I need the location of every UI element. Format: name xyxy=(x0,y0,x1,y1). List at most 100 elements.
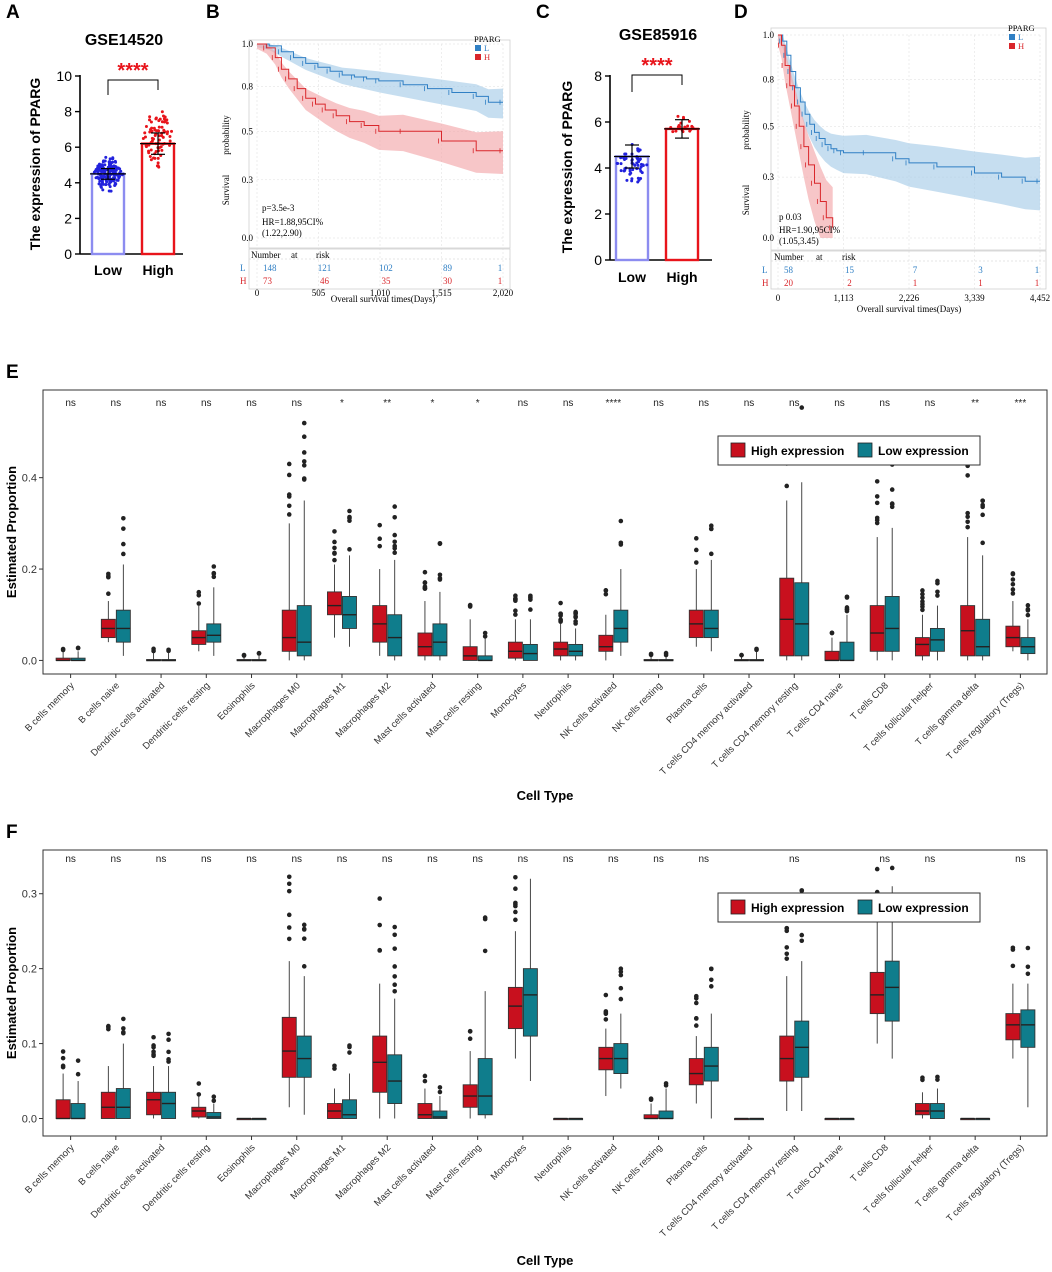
panel-e-outlier xyxy=(392,545,398,551)
panel-e-box-high xyxy=(327,591,342,616)
panel-f-box-low xyxy=(522,968,538,1037)
panel-a-ytick-label: 6 xyxy=(64,139,72,155)
panel-f-xtick-label: T cells CD4 memory activated xyxy=(658,1142,755,1239)
panel-f-outlier xyxy=(889,865,895,871)
panel-f-ytick-label: 0.3 xyxy=(22,889,37,901)
panel-c-ytick-label: 4 xyxy=(594,160,602,176)
panel-c-letter: C xyxy=(536,2,550,23)
panel-e-significance: ns xyxy=(156,398,167,409)
panel-c-ytick-label: 0 xyxy=(594,252,602,268)
panel-f-significance: ns xyxy=(1015,854,1026,865)
panel-d-plot-frame xyxy=(770,27,1047,251)
panel-e-outlier xyxy=(332,539,337,545)
panel-f-significance: ns xyxy=(653,854,664,865)
panel-d-xtick-label: 0 xyxy=(776,293,781,303)
panel-b: B 0.0 0.3 0.5 0.8 1.0 Survival probability P… xyxy=(206,2,514,304)
panel-f-outlier xyxy=(377,947,383,953)
panel-e-significance: * xyxy=(430,398,434,409)
panel-e-outlier xyxy=(286,503,292,509)
panel-f-outlier xyxy=(332,1066,337,1071)
panel-e-outlier xyxy=(166,648,171,654)
panel-a-point-low xyxy=(107,182,111,186)
panel-a-point-high xyxy=(147,149,151,153)
panel-e-outlier xyxy=(256,651,262,656)
panel-c-point-high xyxy=(676,114,680,118)
panel-f-xlabel: Cell Type xyxy=(517,1253,574,1268)
panel-e-outlier xyxy=(980,504,985,510)
panel-f-outlier xyxy=(286,888,292,894)
panel-c-ytick-label: 8 xyxy=(594,68,602,84)
panel-e-box-low xyxy=(975,618,991,657)
panel-c-point-high xyxy=(677,124,681,128)
panel-a-title: GSE14520 xyxy=(85,32,163,49)
panel-d-risk-L-count: 1 xyxy=(1035,265,1040,275)
panel-f: F 0.0 0.1 0.2 0.3 B cells memory ns B cells na… xyxy=(4,822,1048,1268)
panel-c-point-low xyxy=(636,147,640,151)
panel-a-point-low xyxy=(115,178,119,182)
panel-f-outlier xyxy=(799,938,805,944)
panel-f-outlier xyxy=(60,1049,66,1054)
panel-c-point-low xyxy=(638,158,642,162)
panel-f-outlier xyxy=(211,1094,217,1099)
panel-f-outlier xyxy=(648,1096,654,1101)
panel-e-outlier xyxy=(196,589,202,595)
panel-a-point-low xyxy=(112,176,116,180)
panel-f-outlier xyxy=(286,912,292,918)
panel-e-outlier xyxy=(1010,571,1016,576)
panel-f-box-low xyxy=(206,1112,222,1119)
panel-e-outlier xyxy=(377,536,383,542)
panel-e-significance: * xyxy=(340,398,344,409)
panel-e-outlier xyxy=(1010,581,1016,587)
panel-e-outlier xyxy=(965,514,970,520)
panel-c-yticks: 0 2 4 6 8 xyxy=(594,68,610,268)
panel-f-outlier xyxy=(603,1017,609,1022)
panel-a-point-high xyxy=(154,149,158,153)
panel-d-letter: D xyxy=(734,2,748,23)
panel-f-significance: ns xyxy=(291,854,302,865)
panel-a-point-low xyxy=(104,155,108,159)
panel-a-ylabel: The expression of PPARG xyxy=(27,78,43,251)
panel-e-outlier xyxy=(286,461,292,467)
panel-c-bar-high xyxy=(664,127,700,262)
panel-e-outlier xyxy=(377,522,383,528)
panel-a-point-low xyxy=(108,185,112,189)
panel-d-xlabel: Overall survival times(Days) xyxy=(857,304,961,314)
panel-f-outlier xyxy=(784,925,790,931)
panel-d-curve-H xyxy=(778,34,834,228)
panel-e-outlier xyxy=(980,512,985,518)
panel-e-outlier xyxy=(106,573,111,579)
panel-c-xtick-low: Low xyxy=(618,269,646,285)
panel-b-risk-H-count: 73 xyxy=(263,276,273,286)
panel-f-outlier xyxy=(377,922,383,928)
panel-d-risk-H-count: 1 xyxy=(913,278,918,288)
panel-d-ylabel-probability: probability xyxy=(741,110,751,150)
panel-c-point-high xyxy=(671,130,675,134)
panel-a-point-high xyxy=(166,130,170,134)
panel-b-yticks: 0.0 0.3 0.5 0.8 1.0 xyxy=(242,39,254,243)
panel-e-significance: ns xyxy=(653,398,664,409)
panel-e-outlier xyxy=(106,591,111,596)
panel-e-box-high xyxy=(779,577,795,657)
panel-e-significance: ns xyxy=(291,398,302,409)
panel-f-box-high xyxy=(281,1016,297,1078)
panel-e-outlier xyxy=(528,607,533,612)
panel-b-ytick-label: 0.0 xyxy=(242,233,254,243)
panel-d-pvalue: p 0.03 xyxy=(779,212,802,222)
panel-d-risk-frame xyxy=(770,250,1047,290)
panel-d-legend-L: L xyxy=(1018,32,1023,42)
panel-e-outlier xyxy=(347,508,352,514)
panel-b-ylabel-survival: Survival xyxy=(221,174,231,205)
panel-e-outlier xyxy=(980,498,985,504)
panel-f-box-high xyxy=(1005,1013,1021,1041)
panel-f-outlier xyxy=(151,1049,156,1055)
panel-f-outlier xyxy=(799,932,805,938)
panel-e-box-low xyxy=(522,643,538,661)
panel-a-sig-stars: **** xyxy=(117,60,148,82)
panel-d-risk-H-label: H xyxy=(762,278,769,288)
panel-a-point-high xyxy=(148,115,152,119)
panel-e-outlier xyxy=(1010,577,1016,582)
panel-f-outlier xyxy=(166,1057,171,1062)
panel-a-point-high xyxy=(152,156,156,160)
panel-e-xlabel: Cell Type xyxy=(517,788,574,803)
panel-f-ylabel: Estimated Proportion xyxy=(4,927,19,1059)
